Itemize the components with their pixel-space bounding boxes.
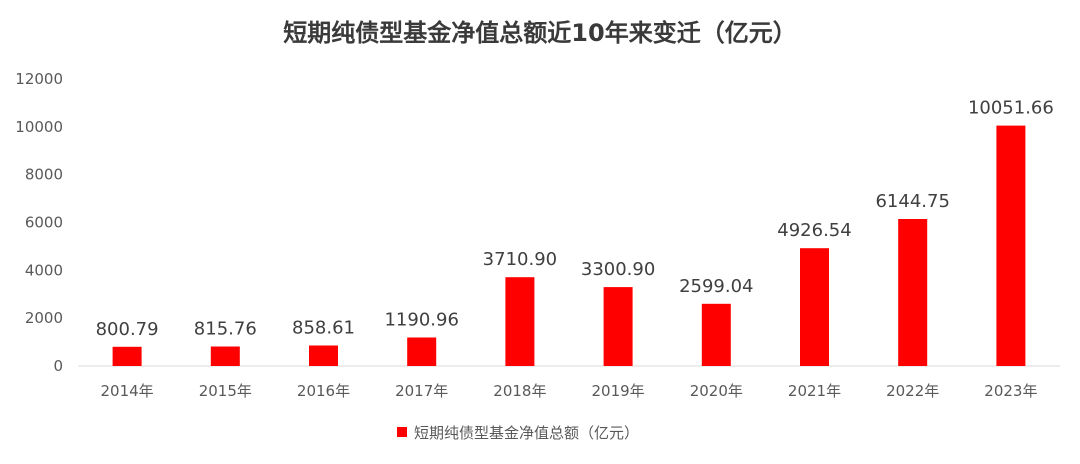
bar — [800, 248, 829, 366]
legend: 短期纯债型基金净值总额（亿元） — [397, 424, 639, 442]
bar-series — [112, 125, 1026, 366]
y-axis-ticks: 0 2000 4000 6000 8000 10000 12000 — [15, 70, 63, 375]
data-label: 3300.90 — [581, 259, 655, 280]
bar — [407, 337, 437, 366]
bar — [505, 277, 535, 366]
legend-label: 短期纯债型基金净值总额（亿元） — [414, 424, 639, 442]
y-tick-label: 0 — [53, 357, 63, 375]
bar — [898, 219, 928, 366]
data-label: 3710.90 — [483, 249, 557, 270]
x-tick-label: 2017年 — [395, 382, 448, 400]
y-tick-label: 12000 — [15, 70, 63, 88]
chart-title: 短期纯债型基金净值总额近10年来变迁（亿元） — [283, 19, 796, 47]
x-tick-label: 2018年 — [493, 382, 546, 400]
x-tick-label: 2020年 — [690, 382, 743, 400]
bar — [996, 125, 1026, 366]
x-tick-label: 2015年 — [199, 382, 252, 400]
data-label: 858.61 — [292, 318, 355, 339]
x-tick-label: 2019年 — [592, 382, 645, 400]
x-tick-label: 2022年 — [886, 382, 939, 400]
data-label: 800.79 — [96, 319, 159, 340]
y-tick-label: 10000 — [15, 118, 63, 136]
bar — [701, 303, 731, 366]
data-label: 815.76 — [194, 319, 257, 340]
y-tick-label: 8000 — [25, 166, 63, 184]
bar — [112, 346, 142, 366]
data-labels: 800.79 815.76 858.61 1190.96 3710.90 3300.90 2… — [96, 98, 1054, 340]
y-tick-label: 2000 — [25, 309, 63, 327]
y-tick-label: 6000 — [25, 214, 63, 232]
x-tick-label: 2014年 — [101, 382, 154, 400]
bar — [603, 287, 633, 366]
x-tick-label: 2016年 — [297, 382, 350, 400]
x-tick-label: 2023年 — [984, 382, 1037, 400]
bar — [210, 346, 240, 366]
data-label: 10051.66 — [968, 98, 1054, 119]
bar — [309, 345, 338, 366]
legend-swatch — [397, 427, 407, 437]
data-label: 2599.04 — [679, 276, 753, 297]
x-axis-ticks: 2014年 2015年 2016年 2017年 2018年 2019年 2020年 2021年… — [101, 382, 1038, 400]
y-tick-label: 4000 — [25, 261, 63, 279]
data-label: 1190.96 — [384, 310, 458, 331]
x-tick-label: 2021年 — [788, 382, 841, 400]
data-label: 4926.54 — [777, 220, 851, 241]
data-label: 6144.75 — [875, 191, 949, 212]
